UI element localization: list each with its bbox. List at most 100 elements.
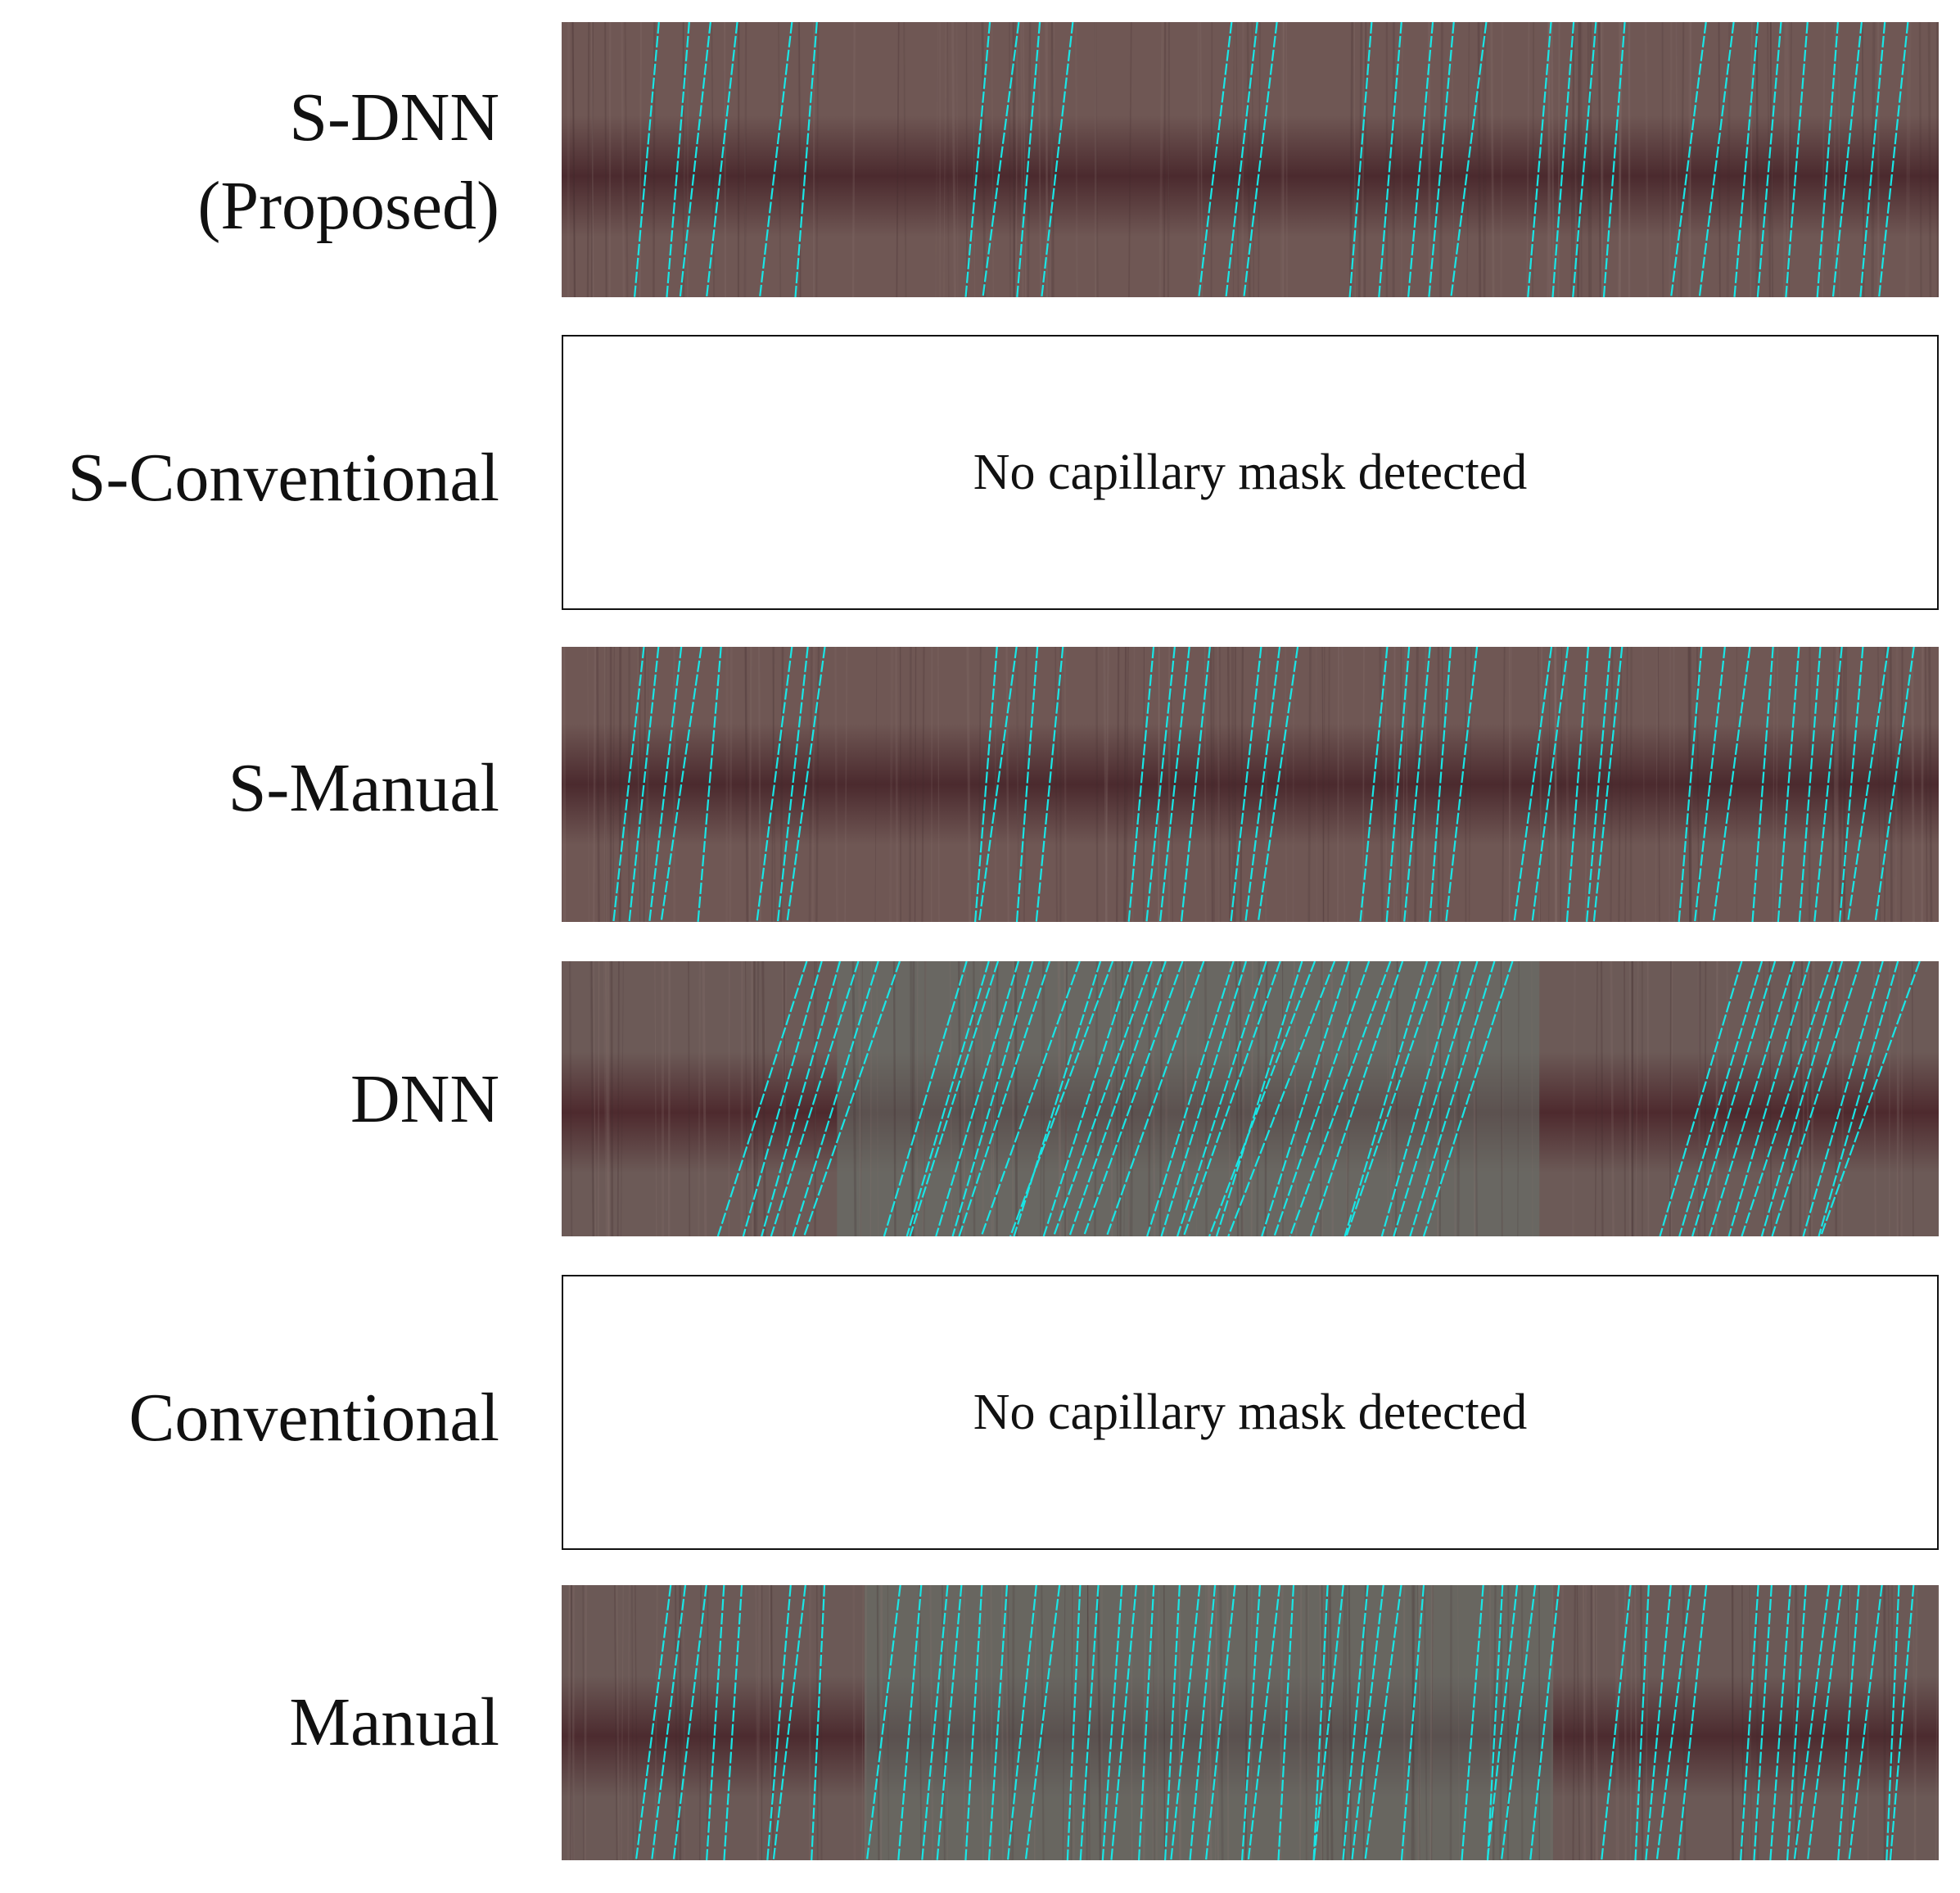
kymograph-streak xyxy=(743,22,747,297)
kymograph-streak xyxy=(1013,22,1017,297)
row-label-conventional: Conventional xyxy=(0,1374,499,1462)
kymograph-streak xyxy=(1087,1585,1091,1860)
capillary-line xyxy=(1189,1585,1217,1860)
capillary-line xyxy=(1247,1585,1281,1860)
kymograph-streak xyxy=(1226,647,1231,922)
kymograph-streak xyxy=(1680,22,1685,297)
kymograph-streak xyxy=(876,961,879,1236)
capillary-line xyxy=(1244,647,1281,922)
capillary-line xyxy=(1527,22,1552,297)
capillary-line xyxy=(1816,22,1839,297)
capillary-line xyxy=(1793,1585,1831,1860)
kymograph-streak xyxy=(627,1585,630,1860)
kymograph-streak xyxy=(1215,1585,1219,1860)
kymograph-streak xyxy=(1231,647,1235,922)
kymograph-streak xyxy=(1399,647,1402,922)
kymograph-panel-s-manual xyxy=(562,647,1939,922)
kymograph-streak xyxy=(1000,1585,1004,1860)
kymograph-streak xyxy=(562,647,565,922)
kymograph-streak xyxy=(1645,1585,1649,1860)
kymograph-streak xyxy=(754,1585,760,1860)
capillary-line xyxy=(936,1585,963,1860)
kymograph-streak xyxy=(620,961,625,1236)
kymograph-streak xyxy=(1833,22,1836,297)
kymograph-streak xyxy=(929,1585,934,1860)
kymograph-streak xyxy=(1913,1585,1918,1860)
kymograph-streak xyxy=(1125,647,1129,922)
kymograph-streak xyxy=(1468,647,1472,922)
capillary-line xyxy=(1831,22,1863,297)
kymograph-streak xyxy=(1411,1585,1416,1860)
capillary-line xyxy=(1428,22,1455,297)
kymograph-streak xyxy=(1165,961,1168,1236)
kymograph-streak xyxy=(1806,961,1809,1236)
capillary-line xyxy=(1785,22,1809,297)
kymograph-streak xyxy=(616,961,620,1236)
kymograph-streak xyxy=(592,647,597,922)
kymograph-streak xyxy=(1618,647,1623,922)
kymograph-streak xyxy=(1238,961,1244,1236)
capillary-line xyxy=(958,961,1051,1236)
kymograph-streak xyxy=(1594,961,1598,1236)
capillary-line xyxy=(1659,961,1743,1236)
kymograph-streak xyxy=(635,1585,639,1860)
capillary-line xyxy=(1182,961,1281,1236)
kymograph-streak xyxy=(1087,1585,1091,1860)
capillary-line xyxy=(633,22,660,297)
kymograph-streak xyxy=(1127,961,1131,1236)
kymograph-streak xyxy=(1210,22,1213,297)
kymograph-streak xyxy=(1167,22,1170,297)
capillary-line xyxy=(1160,961,1248,1236)
kymograph-streak xyxy=(1393,647,1396,922)
kymograph-streak xyxy=(1799,961,1804,1236)
kymograph-streak xyxy=(1697,961,1701,1236)
kymograph-streak xyxy=(637,647,640,922)
kymograph-streak xyxy=(1218,647,1222,922)
kymograph-streak xyxy=(1040,961,1044,1236)
kymograph-streak xyxy=(1094,961,1099,1236)
capillary-line xyxy=(666,22,690,297)
capillary-line xyxy=(1348,22,1373,297)
kymograph-streak xyxy=(914,647,917,922)
kymograph-streak xyxy=(604,961,610,1236)
kymograph-streak xyxy=(1170,647,1173,922)
kymograph-streak xyxy=(919,1585,922,1860)
kymograph-streak xyxy=(643,647,647,922)
capillary-line xyxy=(1137,1585,1155,1860)
kymograph-streak xyxy=(1755,22,1759,297)
capillary-line xyxy=(905,961,990,1236)
capillary-line xyxy=(1380,961,1461,1236)
kymograph-streak xyxy=(861,1585,864,1860)
capillary-line xyxy=(776,647,809,922)
kymograph-streak xyxy=(1775,647,1779,922)
kymograph-streak xyxy=(604,22,607,297)
capillary-line xyxy=(1733,22,1759,297)
kymograph-streak xyxy=(1344,1585,1348,1860)
capillary-line xyxy=(786,647,826,922)
kymograph-streak xyxy=(1640,1585,1644,1860)
kymograph-streak xyxy=(1872,22,1876,297)
kymograph-streak xyxy=(608,22,612,297)
kymograph-streak xyxy=(1119,961,1124,1236)
kymograph-streak xyxy=(1015,22,1018,297)
capillary-line xyxy=(1602,22,1626,297)
kymograph-streak xyxy=(1424,1585,1428,1860)
row-label-manual: Manual xyxy=(0,1678,499,1767)
kymograph-streak xyxy=(1116,647,1120,922)
capillary-line xyxy=(1225,22,1258,297)
capillary-line xyxy=(1818,961,1899,1236)
kymograph-streak xyxy=(1058,961,1062,1236)
kymograph-streak xyxy=(1517,961,1520,1236)
capillary-line xyxy=(1670,22,1707,297)
capillary-line xyxy=(1015,647,1039,922)
kymograph-streak xyxy=(1241,22,1244,297)
capillary-line xyxy=(1342,1585,1369,1860)
kymograph-streak xyxy=(1453,961,1456,1236)
kymograph-streak xyxy=(744,647,749,922)
kymograph-streak xyxy=(1669,961,1672,1236)
kymograph-streak xyxy=(771,647,776,922)
kymograph-streak xyxy=(921,647,925,922)
capillary-line xyxy=(1042,961,1134,1236)
kymograph-streak xyxy=(744,647,748,922)
kymograph-streak xyxy=(1429,1585,1434,1860)
